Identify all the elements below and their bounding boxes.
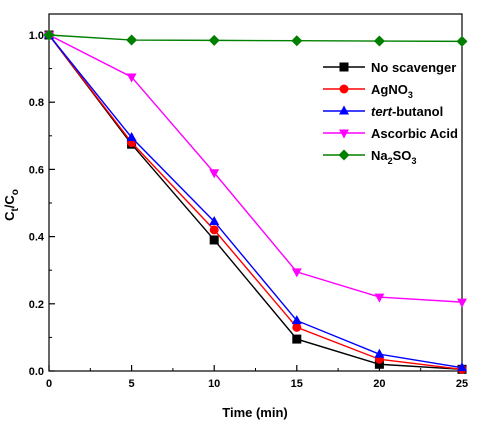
legend-label: AgNO3 [371, 82, 413, 100]
legend-marker [339, 129, 349, 139]
legend: No scavenger AgNO3 tert-butanol Ascorbic Ac… [323, 60, 458, 166]
data-point-agno3 [292, 322, 302, 332]
data-point-ascorbic-acid [291, 268, 302, 278]
legend-item-tert-butanol: tert-butanol [323, 104, 443, 119]
series-line-no-scavenger [48, 34, 463, 371]
legend-label: Na2SO3 [371, 148, 416, 166]
data-point-tert-butanol [209, 215, 220, 225]
x-tick-label: 0 [46, 378, 52, 390]
series-line-tert-butanol [48, 34, 463, 369]
y-tick-label: 0.2 [29, 299, 44, 311]
data-point-na2so3 [373, 35, 385, 47]
data-point-ascorbic-acid [209, 169, 220, 179]
x-axis: 0 5 10 15 20 25 [46, 365, 468, 390]
series-line-agno3 [48, 34, 463, 371]
data-point-ascorbic-acid [374, 293, 385, 303]
legend-label: tert-butanol [371, 104, 443, 119]
x-tick-label: 15 [291, 378, 303, 390]
y-tick-label: 0.6 [29, 164, 44, 176]
data-point-agno3 [209, 225, 219, 235]
legend-marker [339, 62, 349, 72]
x-tick-label: 5 [129, 378, 135, 390]
legend-marker [338, 149, 350, 161]
data-point-no-scavenger [374, 359, 384, 369]
y-axis: 0.0 0.2 0.4 0.6 0.8 1.0 [29, 30, 55, 378]
x-tick-label: 20 [373, 378, 385, 390]
data-point-tert-butanol [291, 315, 302, 325]
y-tick-label: 1.0 [29, 30, 44, 42]
y-axis-label: Ct/Co [2, 189, 21, 221]
series-tert-butanol [44, 29, 467, 372]
legend-marker [339, 84, 349, 94]
data-point-no-scavenger [292, 334, 302, 344]
x-tick-label: 25 [456, 378, 468, 390]
data-point-na2so3 [456, 35, 468, 47]
data-point-no-scavenger [209, 235, 219, 245]
data-point-tert-butanol [457, 362, 467, 372]
series-line-na2so3 [48, 34, 463, 43]
legend-label: Ascorbic Acid [371, 126, 458, 141]
legend-item-ascorbic-acid: Ascorbic Acid [323, 126, 458, 141]
data-point-tert-butanol [374, 348, 385, 358]
data-point-ascorbic-acid [457, 298, 467, 308]
data-point-na2so3 [43, 29, 55, 41]
y-tick-label: 0.8 [29, 97, 44, 109]
legend-marker [339, 105, 349, 115]
y-tick-label: 0.0 [29, 366, 44, 378]
legend-item-no-scavenger: No scavenger [323, 60, 456, 75]
data-point-tert-butanol [126, 131, 137, 141]
legend-item-agno3: AgNO3 [323, 82, 413, 100]
y-tick-label: 0.4 [29, 232, 45, 244]
x-axis-label: Time (min) [222, 405, 288, 420]
series-layer [43, 29, 468, 374]
data-point-na2so3 [126, 34, 138, 46]
series-na2so3 [43, 29, 468, 47]
data-point-na2so3 [291, 35, 303, 47]
legend-item-na2so3: Na2SO3 [323, 148, 416, 166]
data-point-na2so3 [208, 34, 220, 46]
legend-label: No scavenger [371, 60, 456, 75]
data-point-ascorbic-acid [126, 73, 137, 83]
series-line-ascorbic-acid [48, 34, 463, 303]
x-tick-label: 10 [208, 378, 220, 390]
